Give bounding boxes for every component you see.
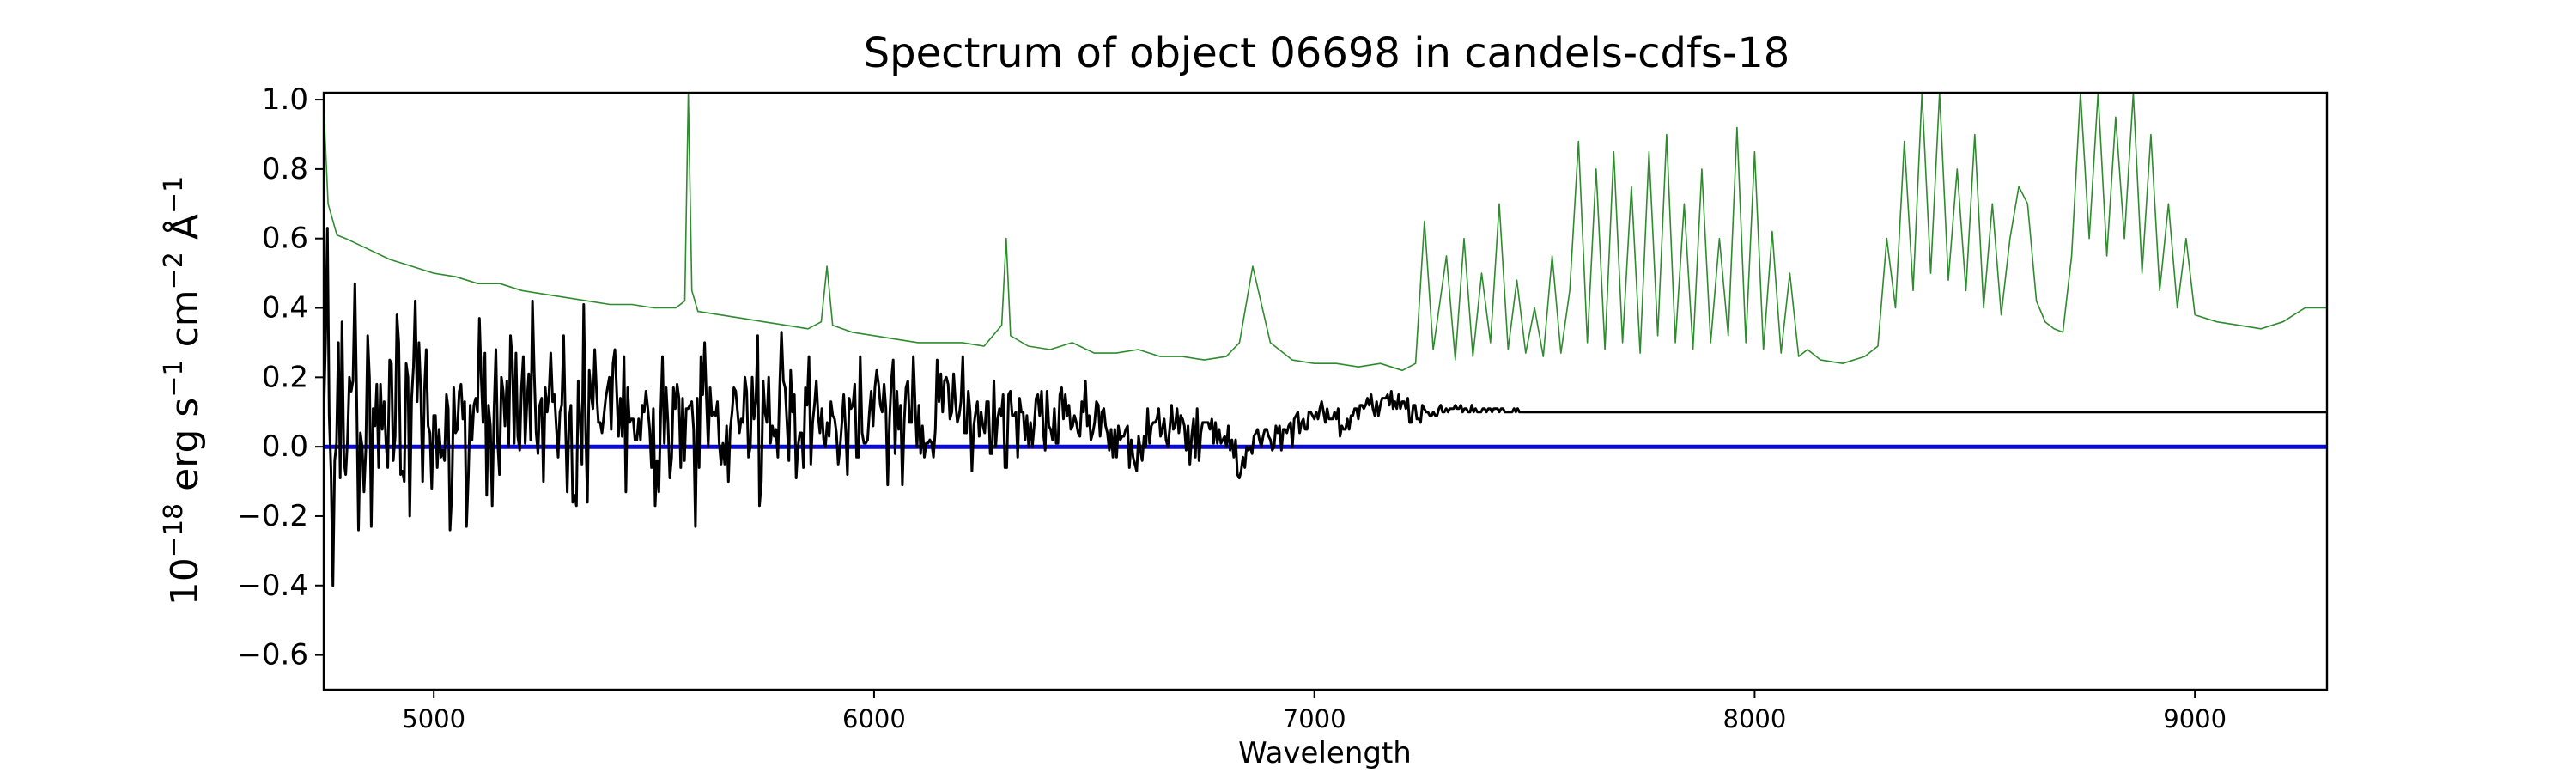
y-label-exp: −18 bbox=[159, 503, 189, 557]
y-label-base: 10 bbox=[163, 557, 207, 606]
x-tick-label: 5000 bbox=[402, 704, 465, 733]
y-label-unit1: erg s bbox=[163, 398, 207, 503]
y-tick-label: 0.2 bbox=[262, 360, 308, 394]
y-axis: −0.6 −0.4 −0.2 0.0 0.2 0.4 0.6 0.8 1.0 bbox=[237, 82, 324, 673]
x-tick-label: 7000 bbox=[1283, 704, 1346, 733]
series-layer bbox=[324, 93, 2327, 587]
plot-frame bbox=[322, 91, 2329, 691]
y-tick-label: 0.8 bbox=[262, 152, 308, 186]
y-tick-label: −0.2 bbox=[237, 499, 308, 533]
y-axis-label: 10−18 erg s−1 cm−2 Å−1 bbox=[159, 176, 207, 606]
chart-title: Spectrum of object 06698 in candels-cdfs… bbox=[864, 29, 1790, 77]
y-label-unit2: cm bbox=[163, 289, 207, 359]
y-tick-label: 0.4 bbox=[262, 291, 308, 326]
noise-series-line bbox=[324, 93, 2327, 372]
y-tick-label: 0.0 bbox=[262, 429, 308, 464]
y-tick-label: 0.6 bbox=[262, 222, 308, 256]
plot-area bbox=[322, 91, 2329, 691]
y-tick-label: 1.0 bbox=[262, 82, 308, 117]
x-tick-label: 9000 bbox=[2163, 704, 2227, 733]
y-label-unit3-exp: −1 bbox=[159, 176, 189, 214]
x-axis-label: Wavelength bbox=[1238, 736, 1412, 770]
y-label-unit3: Å bbox=[161, 214, 207, 252]
y-tick-label: −0.4 bbox=[237, 569, 308, 603]
y-label-unit1-exp: −1 bbox=[159, 359, 189, 397]
x-tick-label: 8000 bbox=[1723, 704, 1787, 733]
y-tick-label: −0.6 bbox=[237, 638, 308, 673]
y-label-unit2-exp: −2 bbox=[159, 252, 189, 289]
flux-series-line bbox=[324, 227, 2327, 587]
x-axis: 5000 6000 7000 8000 9000 bbox=[402, 690, 2227, 733]
x-tick-label: 6000 bbox=[842, 704, 906, 733]
